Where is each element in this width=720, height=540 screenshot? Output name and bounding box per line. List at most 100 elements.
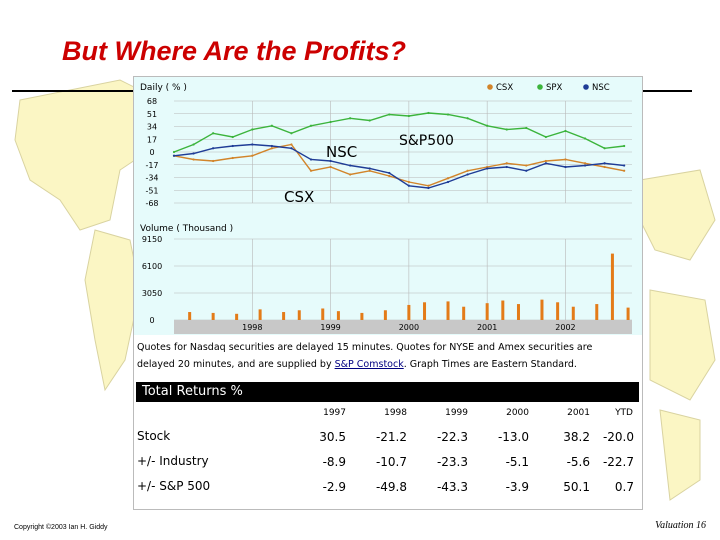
series-line-nsc bbox=[173, 143, 625, 189]
volume-bar bbox=[407, 304, 411, 320]
legend-swatch-csx bbox=[487, 84, 493, 90]
series-point-nsc bbox=[309, 158, 313, 161]
cell: 38.2 bbox=[563, 430, 590, 444]
series-point-nsc bbox=[251, 143, 254, 146]
series-point-csx bbox=[466, 169, 469, 172]
volume-bar bbox=[336, 311, 340, 320]
volume-bar bbox=[485, 303, 489, 320]
series-point-spx bbox=[407, 114, 410, 118]
cell: -21.2 bbox=[375, 430, 407, 444]
volume-x-tick-label: 1999 bbox=[320, 323, 340, 332]
returns-row-industry: +/- Industry -8.9 -10.7 -23.3 -5.1 -5.6 … bbox=[134, 450, 642, 475]
cell: -20.0 bbox=[602, 430, 634, 444]
price-y-tick-label: 51 bbox=[147, 110, 157, 119]
series-point-spx bbox=[505, 128, 508, 131]
volume-x-ticks: 1998 1999 2000 2001 2002 bbox=[242, 323, 576, 332]
price-volume-chart: Daily ( % ) CSX SPX NSC 68 51 34 17 0 -17 -34 -… bbox=[134, 77, 642, 335]
series-point-spx bbox=[192, 143, 195, 146]
volume-bar bbox=[501, 300, 505, 320]
series-point-spx bbox=[368, 119, 371, 122]
volume-bar bbox=[423, 302, 427, 320]
series-point-csx bbox=[388, 174, 391, 178]
volume-bars bbox=[188, 253, 630, 320]
cell: 50.1 bbox=[563, 480, 590, 494]
chart-panel: Daily ( % ) CSX SPX NSC 68 51 34 17 0 -17 -34 -… bbox=[133, 76, 643, 510]
series-point-nsc bbox=[349, 164, 352, 167]
series-point-csx bbox=[623, 169, 626, 172]
legend-label-nsc: NSC bbox=[592, 83, 610, 93]
series-point-spx bbox=[486, 124, 489, 127]
series-point-spx bbox=[388, 113, 391, 116]
series-point-nsc bbox=[427, 186, 430, 190]
volume-grid bbox=[174, 238, 632, 334]
series-point-csx bbox=[192, 158, 195, 161]
legend-swatch-spx bbox=[537, 84, 543, 90]
total-returns-header: Total Returns % bbox=[136, 382, 639, 402]
series-point-spx bbox=[427, 111, 430, 115]
volume-bar bbox=[297, 310, 301, 320]
year-col-ytd: YTD bbox=[615, 408, 633, 418]
price-y-tick-label: 34 bbox=[147, 123, 157, 132]
series-point-csx bbox=[407, 180, 410, 184]
year-col-2000: 2000 bbox=[506, 408, 529, 418]
price-y-tick-label: 68 bbox=[147, 97, 157, 106]
volume-y-ticks: 9150 6100 3050 0 bbox=[142, 235, 162, 325]
legend-label-spx: SPX bbox=[546, 83, 563, 93]
volume-bar bbox=[321, 308, 325, 320]
volume-x-tick-label: 2001 bbox=[477, 323, 497, 332]
volume-bar bbox=[383, 310, 387, 320]
series-point-spx bbox=[525, 126, 528, 130]
series-point-csx bbox=[525, 164, 528, 167]
cell: -10.7 bbox=[375, 455, 407, 469]
volume-y-tick-label: 0 bbox=[149, 316, 154, 325]
page-label: Valuation 16 bbox=[655, 520, 706, 531]
volume-bar bbox=[235, 313, 239, 320]
price-y-tick-label: -34 bbox=[145, 174, 158, 183]
cell: -2.9 bbox=[322, 480, 346, 494]
series-point-nsc bbox=[505, 165, 508, 169]
volume-bar bbox=[282, 312, 286, 320]
cell: -22.7 bbox=[602, 455, 634, 469]
cell: -3.9 bbox=[505, 480, 529, 494]
series-point-spx bbox=[251, 128, 254, 131]
volume-chart-header: Volume ( Thousand ) bbox=[140, 224, 233, 234]
price-y-ticks: 68 51 34 17 0 -17 -34 -51 -68 bbox=[145, 97, 158, 208]
total-returns-table: 1997 1998 1999 2000 2001 YTD Stock 30.5 … bbox=[134, 403, 642, 500]
volume-bar bbox=[211, 312, 215, 320]
series-point-spx bbox=[446, 113, 450, 116]
legend-label-csx: CSX bbox=[496, 83, 513, 93]
volume-bar bbox=[626, 307, 630, 320]
volume-bar bbox=[556, 302, 560, 320]
series-point-nsc bbox=[212, 147, 215, 150]
cell: -43.3 bbox=[436, 480, 468, 494]
price-y-tick-label: 0 bbox=[149, 148, 154, 157]
series-point-nsc bbox=[407, 184, 410, 187]
series-point-csx bbox=[349, 173, 352, 176]
annotation-nsc: NSC bbox=[326, 143, 357, 161]
sp-comstock-link[interactable]: S&P Comstock bbox=[334, 359, 404, 370]
series-point-spx bbox=[212, 132, 215, 135]
series-point-nsc bbox=[270, 144, 273, 148]
cell: -5.1 bbox=[505, 455, 529, 469]
series-point-nsc bbox=[192, 152, 195, 155]
returns-row-sp500: +/- S&P 500 -2.9 -49.8 -43.3 -3.9 50.1 0… bbox=[134, 475, 642, 500]
series-point-spx bbox=[172, 150, 176, 154]
world-map-background bbox=[14, 79, 716, 501]
series-point-spx bbox=[231, 135, 234, 139]
legend: CSX SPX NSC bbox=[487, 83, 610, 93]
volume-bar bbox=[446, 301, 450, 320]
series-point-spx bbox=[349, 117, 352, 120]
series-point-csx bbox=[446, 177, 450, 180]
series-point-csx bbox=[544, 159, 547, 163]
cell: -13.0 bbox=[497, 430, 529, 444]
cell: -49.8 bbox=[375, 480, 407, 494]
volume-y-tick-label: 3050 bbox=[142, 289, 162, 298]
price-y-tick-label: 17 bbox=[147, 135, 157, 144]
volume-x-tick-label: 2000 bbox=[399, 323, 419, 332]
volume-y-tick-label: 6100 bbox=[142, 262, 162, 271]
series-point-spx bbox=[329, 120, 332, 124]
series-point-nsc bbox=[603, 162, 606, 165]
disclaimer-line-2-pre: delayed 20 minutes, and are supplied by bbox=[137, 359, 335, 370]
cell: -22.3 bbox=[436, 430, 468, 444]
volume-bar bbox=[360, 312, 364, 320]
